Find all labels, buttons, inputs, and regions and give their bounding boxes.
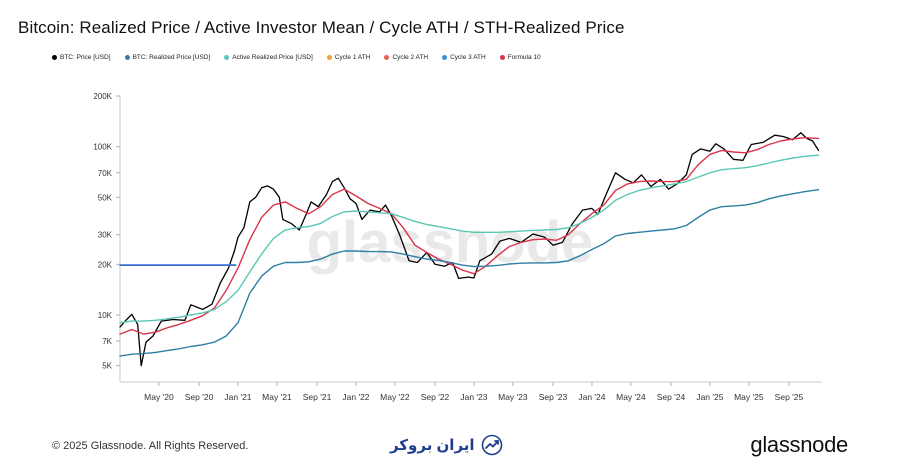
- y-tick-label: 20K: [98, 260, 113, 269]
- x-tick-label: May '23: [498, 392, 528, 402]
- series-line-btc-realized-price-usd[interactable]: [119, 188, 820, 357]
- y-tick-label: 7K: [102, 337, 112, 346]
- x-tick-label: Jan '23: [460, 392, 487, 402]
- chart-title: Bitcoin: Realized Price / Active Investo…: [18, 18, 625, 37]
- legend-item-cycle-2-ath[interactable]: Cycle 2 ATH: [384, 54, 428, 61]
- legend-label: Formula 10: [507, 54, 541, 61]
- iran-broker-text: ایران بروکر: [390, 437, 475, 454]
- series-line-formula-10[interactable]: [119, 136, 820, 335]
- chart-series: [119, 132, 820, 367]
- x-tick-label: Sep '21: [303, 392, 332, 402]
- legend-label: Active Realized Price [USD]: [232, 54, 313, 61]
- glassnode-logo[interactable]: glassnode: [750, 432, 848, 457]
- legend-item-formula-10[interactable]: Formula 10: [499, 54, 541, 61]
- legend-item-btc-price[interactable]: BTC: Price [USD]: [52, 54, 111, 61]
- legend-label: Cycle 1 ATH: [334, 54, 371, 61]
- legend-label: BTC: Price [USD]: [60, 54, 111, 61]
- x-tick-label: May '24: [616, 392, 646, 402]
- legend-label: BTC: Realized Price [USD]: [132, 54, 211, 61]
- x-tick-label: May '20: [144, 392, 174, 402]
- x-tick-label: Jan '21: [224, 392, 251, 402]
- y-tick-label: 10K: [98, 311, 113, 320]
- y-tick-label: 50K: [98, 193, 113, 202]
- legend-item-cycle-3-ath[interactable]: Cycle 3 ATH: [442, 54, 486, 61]
- legend-item-realized-price[interactable]: BTC: Realized Price [USD]: [124, 54, 211, 61]
- legend-item-cycle-1-ath[interactable]: Cycle 1 ATH: [326, 54, 371, 61]
- legend-dot-icon: [124, 55, 130, 60]
- y-tick-label: 5K: [102, 362, 112, 371]
- legend: BTC: Price [USD] BTC: Realized Price [US…: [52, 54, 541, 61]
- x-tick-label: May '25: [734, 392, 764, 402]
- x-tick-label: May '22: [380, 392, 410, 402]
- iran-broker-logo[interactable]: ایران بروکر: [390, 434, 503, 456]
- legend-dot-icon: [499, 55, 505, 60]
- y-axis-ticks: 5K 7K 10K 20K 30K 50K 70K 100K 200K: [93, 92, 120, 371]
- x-tick-label: Sep '22: [421, 392, 450, 402]
- trend-up-icon: [481, 434, 502, 456]
- y-tick-label: 30K: [98, 231, 113, 240]
- legend-label: Cycle 3 ATH: [450, 54, 486, 61]
- series-line-active-realized-price-usd[interactable]: [119, 154, 820, 324]
- legend-dot-icon: [384, 55, 390, 60]
- x-tick-label: Sep '23: [539, 392, 568, 402]
- x-tick-label: Jan '24: [578, 392, 605, 402]
- legend-label: Cycle 2 ATH: [392, 54, 429, 61]
- series-line-btc-price-usd[interactable]: [119, 132, 820, 367]
- x-tick-label: Jan '25: [696, 392, 723, 402]
- x-tick-label: Sep '25: [775, 392, 804, 402]
- y-tick-label: 200K: [93, 92, 112, 101]
- y-tick-label: 100K: [93, 143, 112, 152]
- y-tick-label: 70K: [98, 169, 113, 178]
- x-tick-label: Sep '24: [657, 392, 686, 402]
- copyright-text: © 2025 Glassnode. All Rights Reserved.: [52, 440, 249, 452]
- legend-dot-icon: [52, 55, 57, 60]
- x-tick-label: May '21: [262, 392, 292, 402]
- legend-dot-icon: [326, 55, 332, 60]
- x-axis-ticks: May '20 Sep '20 Jan '21 May '21 Sep '21 Jan '…: [144, 382, 804, 402]
- legend-item-active-realized-price[interactable]: Active Realized Price [USD]: [224, 54, 313, 61]
- x-tick-label: Jan '22: [342, 392, 369, 402]
- legend-dot-icon: [224, 55, 230, 60]
- legend-dot-icon: [442, 55, 448, 60]
- x-tick-label: Sep '20: [185, 392, 214, 402]
